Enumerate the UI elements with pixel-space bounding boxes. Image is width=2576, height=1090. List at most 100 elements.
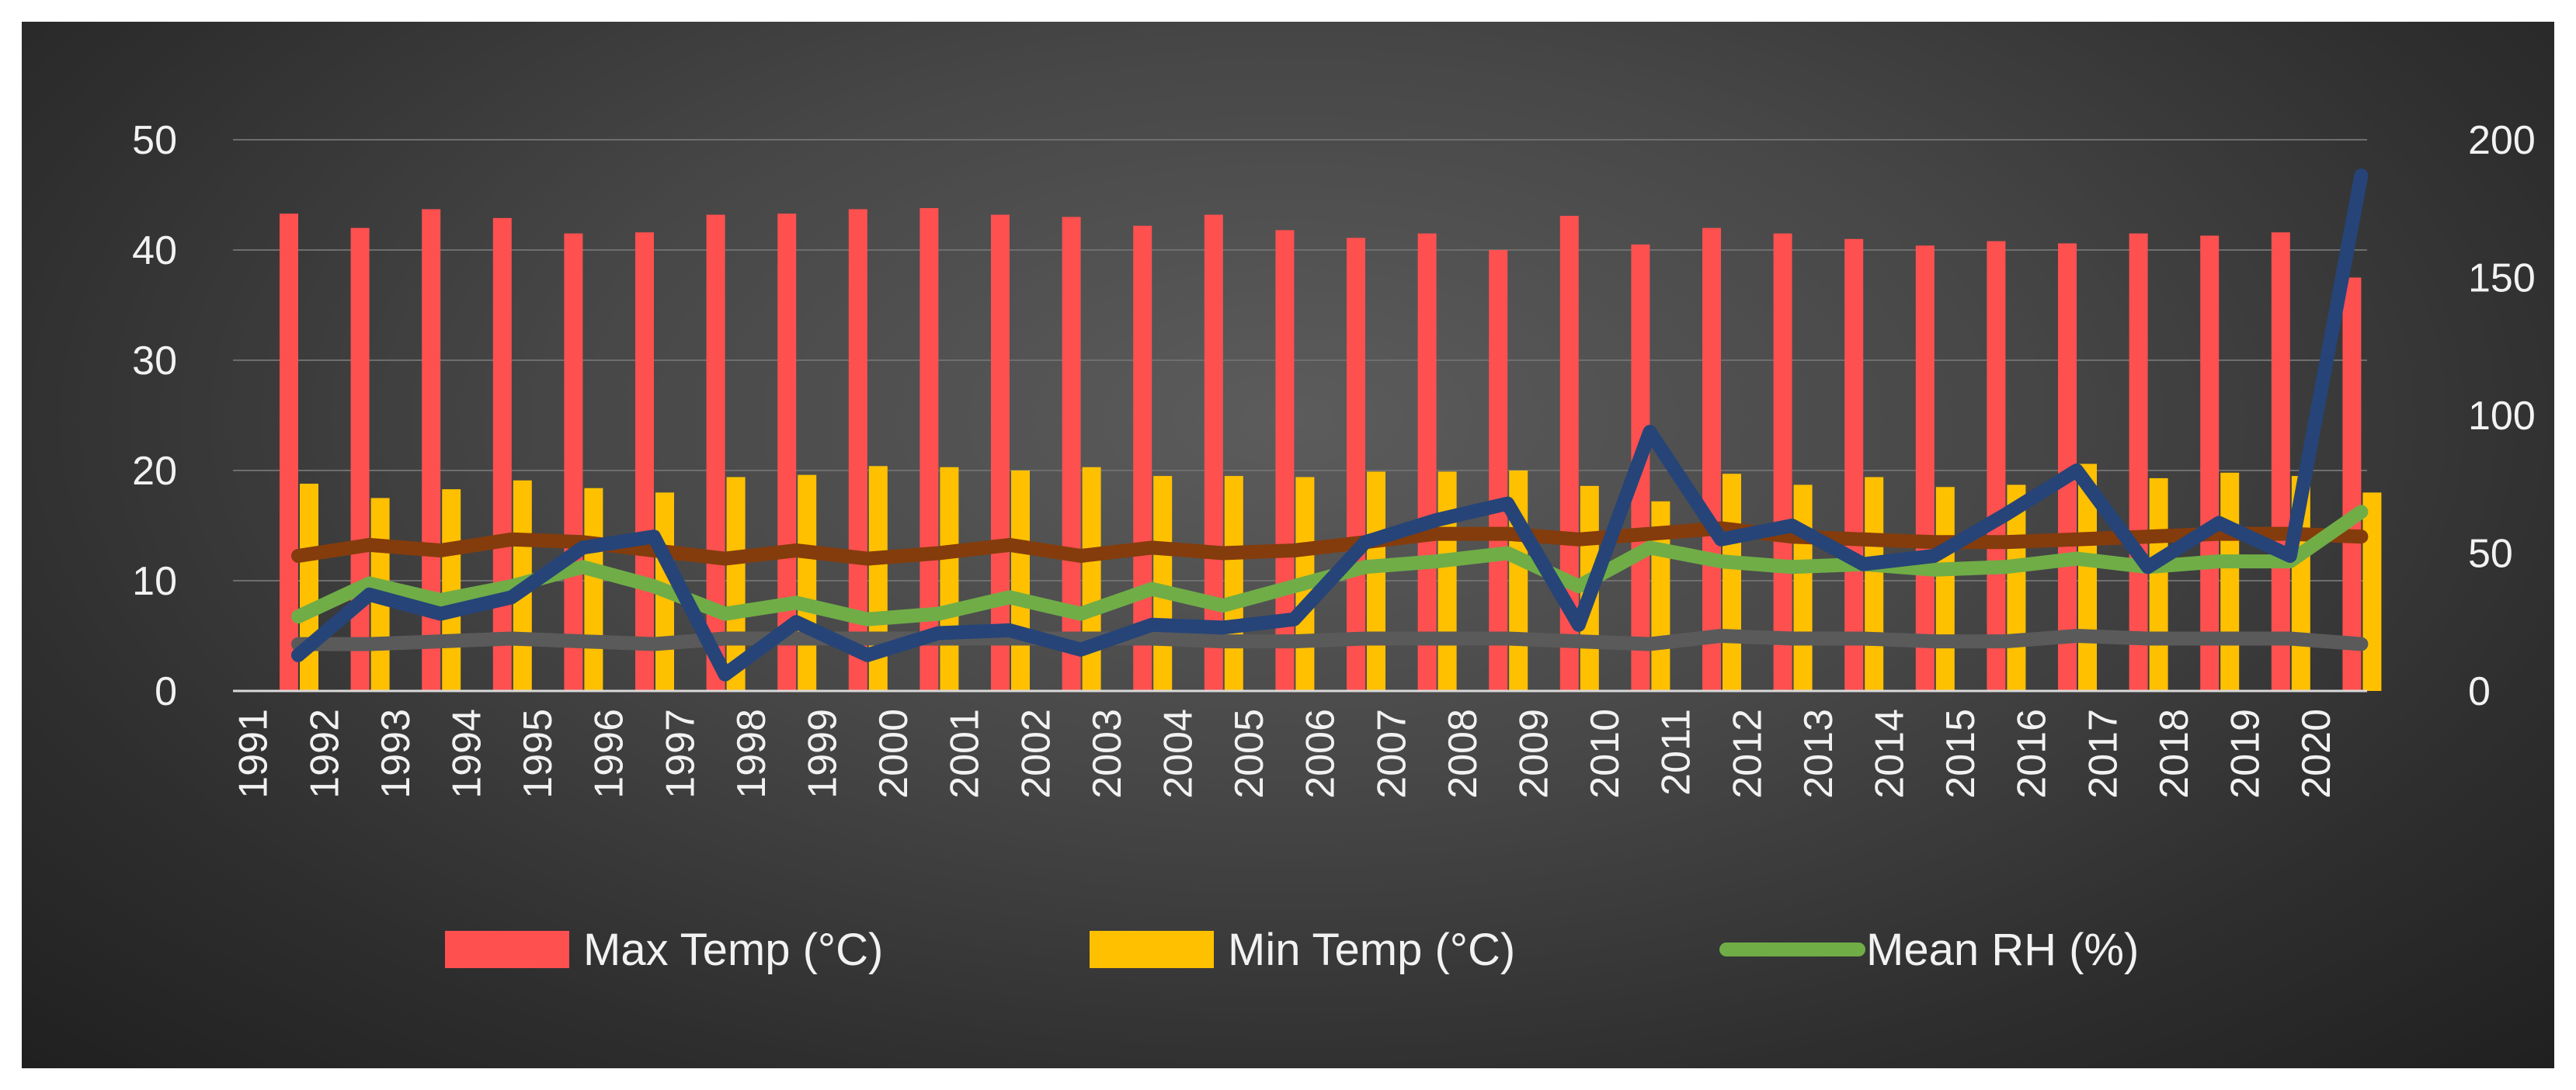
bar-max-temp (1417, 233, 1437, 691)
x-tick-label-group: 2007 (1369, 709, 1414, 799)
x-tick-label-group: 2001 (943, 709, 988, 799)
bar-min-temp (584, 488, 603, 691)
x-tick-label-group: 2019 (2223, 709, 2268, 799)
x-tick-label-group: 1995 (516, 709, 561, 799)
x-tick-label: 2016 (2010, 709, 2055, 799)
bar-min-temp (1865, 477, 1884, 691)
bar-max-temp (1204, 214, 1223, 691)
x-tick-label-group: 2016 (2010, 709, 2055, 799)
axes: 0 10 20 30 40 50 0 50 100 150 200 1991 1992 1993 1994 1… (132, 118, 2536, 799)
bar-min-temp (940, 467, 959, 691)
x-tick-label: 1991 (231, 709, 276, 799)
bar-max-temp (1347, 238, 1365, 691)
x-tick-label: 2009 (1512, 709, 1557, 799)
x-tick-label: 2017 (2081, 709, 2126, 799)
bar-min-temp (1723, 474, 1741, 691)
x-tick-label: 2003 (1085, 709, 1130, 799)
x-tick-label: 1993 (374, 709, 419, 799)
x-tick-label-group: 2006 (1298, 709, 1344, 799)
x-tick-label: 2013 (1796, 709, 1841, 799)
bar-min-temp (798, 474, 817, 691)
bar-max-temp (635, 232, 654, 691)
x-tick-label: 2006 (1298, 709, 1344, 799)
x-tick-label: 1996 (587, 709, 632, 799)
bar-min-temp (1793, 484, 1813, 691)
line-series-6 (291, 629, 2369, 651)
legend-label: Min Temp (°C) (1228, 925, 1515, 975)
x-tick-label-group: 2009 (1512, 709, 1557, 799)
x-tick-label: 2004 (1156, 709, 1201, 799)
x-tick-label: 2011 (1654, 709, 1699, 796)
x-tick-label: 2018 (2152, 709, 2197, 799)
x-tick-label-group: 2008 (1441, 709, 1486, 799)
bar-max-temp (991, 214, 1010, 691)
x-tick-label-group: 2015 (1938, 709, 1983, 799)
bar-min-temp (1935, 487, 1955, 691)
x-tick-label-group: 2017 (2081, 709, 2126, 799)
x-tick-label: 2010 (1583, 709, 1628, 799)
bar-max-temp (2342, 277, 2362, 691)
chart: 0 10 20 30 40 50 0 50 100 150 200 1991 1992 1993 1994 1… (132, 118, 2536, 975)
x-tick-label-group: 2014 (1868, 709, 1913, 799)
y-left-tick-label: 50 (132, 118, 177, 163)
x-tick-label-group: 2012 (1725, 709, 1770, 799)
bar-min-temp (1437, 471, 1457, 691)
bar-min-temp (2149, 477, 2168, 691)
bar-max-temp (564, 233, 583, 691)
legend-swatch (1090, 931, 1214, 968)
x-tick-label-group: 1996 (587, 709, 632, 799)
x-tick-label-group: 1997 (658, 709, 703, 799)
x-tick-label: 1998 (729, 709, 774, 799)
bar-max-temp (350, 227, 370, 692)
x-tick-label: 2001 (943, 709, 988, 799)
x-tick-label: 2002 (1013, 709, 1059, 799)
bar-min-temp (2362, 492, 2382, 691)
bar-max-temp (492, 217, 512, 691)
x-tick-label: 1995 (516, 709, 561, 799)
bar-max-temp (1987, 241, 2006, 691)
x-tick-label: 2008 (1441, 709, 1486, 799)
x-tick-label: 1999 (801, 709, 846, 799)
y-left-tick-label: 10 (132, 559, 177, 604)
y-left-tick-label: 40 (132, 228, 177, 273)
legend-label: Max Temp (°C) (583, 925, 883, 975)
x-tick-label-group: 2004 (1156, 709, 1201, 799)
x-tick-label-group: 1999 (801, 709, 846, 799)
line-series-5 (291, 521, 2369, 566)
line-mean-rh (291, 505, 2369, 627)
x-tick-label: 2007 (1369, 709, 1414, 799)
legend: Max Temp (°C) Min Temp (°C) Mean RH (%) (445, 925, 2139, 975)
x-tick-label: 2015 (1938, 709, 1983, 799)
bar-min-temp (1367, 471, 1385, 691)
x-tick-label-group: 1998 (729, 709, 774, 799)
x-tick-label: 2000 (871, 709, 916, 799)
x-tick-label-group: 2013 (1796, 709, 1841, 799)
bar-max-temp (2200, 235, 2220, 691)
legend-max-temp: Max Temp (°C) (445, 925, 883, 975)
bar-max-temp (2129, 233, 2148, 691)
x-tick-label-group: 2002 (1013, 709, 1059, 799)
bar-max-temp (2271, 232, 2290, 691)
legend-mean-rh: Mean RH (%) (1719, 925, 2139, 975)
y-right-tick-label: 50 (2468, 532, 2513, 577)
bar-min-temp (1224, 476, 1243, 691)
legend-swatch (445, 931, 569, 968)
bar-max-temp (1702, 227, 1721, 692)
x-tick-label-group: 2003 (1085, 709, 1130, 799)
x-tick-label: 2005 (1227, 709, 1272, 799)
bar-max-temp (1773, 233, 1792, 691)
bar-max-temp (777, 213, 797, 691)
x-tick-label-group: 1994 (445, 709, 490, 799)
x-tick-label: 2020 (2294, 709, 2339, 799)
x-tick-label: 2019 (2223, 709, 2268, 799)
x-tick-label: 2014 (1868, 709, 1913, 799)
chart-area: 0 10 20 30 40 50 0 50 100 150 200 1991 1992 1993 1994 1… (22, 22, 2554, 1068)
x-tick-label-group: 2011 (1654, 709, 1699, 796)
bar-min-temp (2220, 472, 2240, 691)
bar-max-temp (1915, 245, 1935, 691)
x-tick-label-group: 2010 (1583, 709, 1628, 799)
x-tick-label: 2012 (1725, 709, 1770, 799)
x-tick-label-group: 2020 (2294, 709, 2339, 799)
x-tick-label-group: 1993 (374, 709, 419, 799)
x-tick-label-group: 1991 (231, 709, 276, 799)
